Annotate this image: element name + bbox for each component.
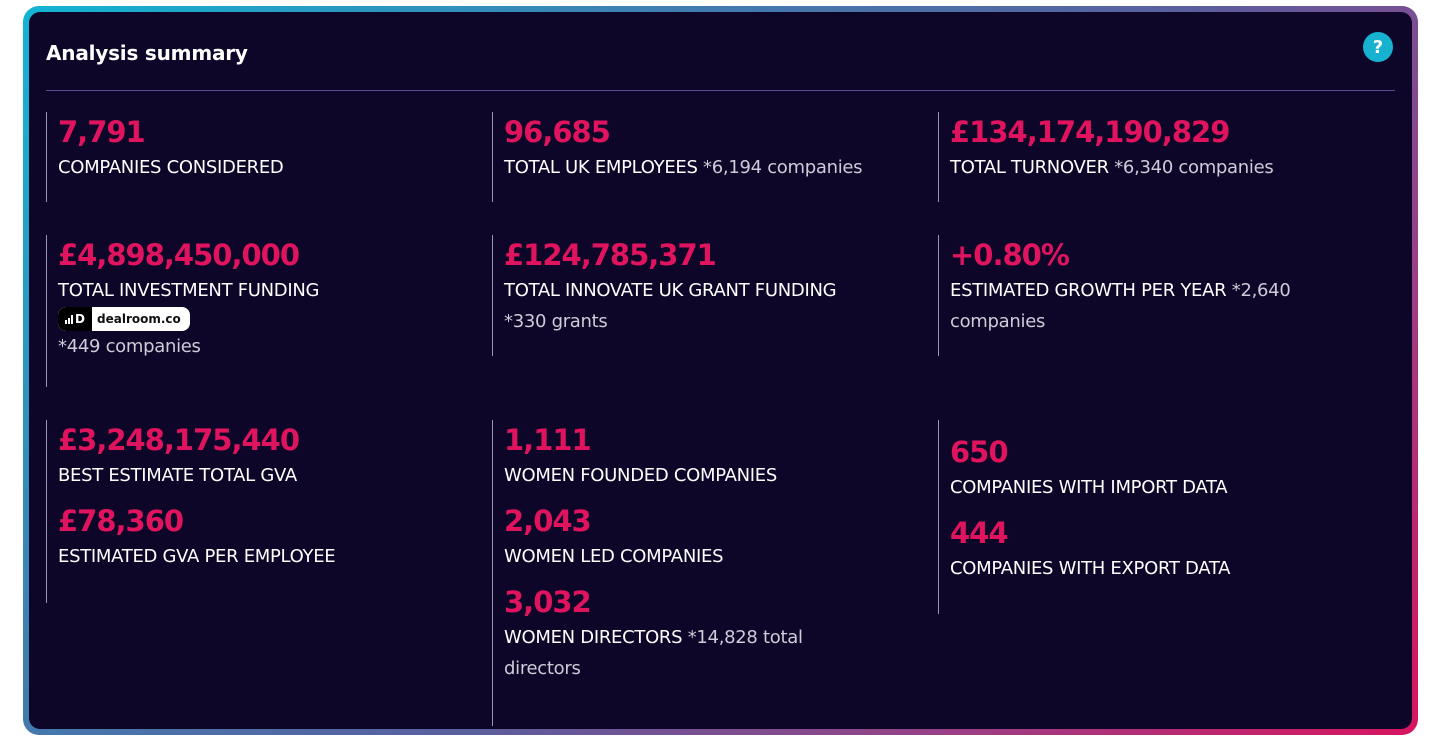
stat-label: TOTAL INNOVATE UK GRANT FUNDING (504, 280, 837, 301)
stat-companies-considered: 7,791 COMPANIES CONSIDERED (46, 112, 284, 202)
stat-note: *330 grants (504, 311, 608, 332)
stat-note: *449 companies (58, 336, 201, 357)
stat-turnover: £134,174,190,829 TOTAL TURNOVER *6,340 c… (938, 112, 1274, 202)
stat-note-continued: companies (950, 311, 1046, 332)
stat-label-women-directors: WOMEN DIRECTORS *14,828 total (504, 622, 803, 653)
stat-estimated-growth: +0.80% ESTIMATED GROWTH PER YEAR *2,640 … (938, 235, 1291, 356)
stat-group-gva: £3,248,175,440 BEST ESTIMATE TOTAL GVA £… (46, 420, 336, 603)
stat-label-export: COMPANIES WITH EXPORT DATA (950, 558, 1231, 579)
stat-label-women-founded: WOMEN FOUNDED COMPANIES (504, 465, 777, 486)
stat-value: 7,791 (58, 115, 146, 149)
panel-header: Analysis summary ? (46, 32, 1395, 91)
stat-note: *2,640 (1231, 280, 1291, 301)
stat-note: *6,340 companies (1114, 157, 1274, 178)
stat-uk-employees: 96,685 TOTAL UK EMPLOYEES *6,194 compani… (492, 112, 863, 202)
stat-value-import: 650 (950, 435, 1009, 469)
stat-note: *14,828 total (687, 627, 803, 648)
stat-value-women-led: 2,043 (504, 504, 592, 538)
stat-value: £4,898,450,000 (58, 238, 300, 272)
stat-value-gva-per-employee: £78,360 (58, 504, 184, 538)
stat-label-text: TOTAL UK EMPLOYEES (504, 157, 698, 178)
stat-label-text: TOTAL TURNOVER (950, 157, 1109, 178)
analysis-summary-card-border: Analysis summary ? 7,791 COMPANIES CONSI… (23, 6, 1418, 735)
stat-note-continued: directors (504, 658, 581, 679)
panel-title: Analysis summary (46, 41, 248, 65)
stat-value: +0.80% (950, 238, 1070, 272)
dealroom-badge-text: dealroom.co (97, 312, 181, 326)
stat-label: TOTAL UK EMPLOYEES *6,194 companies (504, 152, 863, 183)
stat-value: £124,785,371 (504, 238, 717, 272)
dealroom-logo-icon: D (58, 307, 92, 331)
stat-group-women: 1,111 WOMEN FOUNDED COMPANIES 2,043 WOME… (492, 420, 803, 726)
analysis-summary-panel: Analysis summary ? 7,791 COMPANIES CONSI… (29, 12, 1412, 729)
stat-label-text: ESTIMATED GROWTH PER YEAR (950, 280, 1227, 301)
dealroom-source-badge[interactable]: D dealroom.co (58, 307, 190, 331)
question-mark-icon: ? (1372, 36, 1384, 58)
help-button[interactable]: ? (1363, 32, 1393, 62)
stat-value: 96,685 (504, 115, 611, 149)
stat-label: TOTAL INVESTMENT FUNDING (58, 280, 320, 301)
stat-label-women-led: WOMEN LED COMPANIES (504, 546, 724, 567)
stat-label-gva-total: BEST ESTIMATE TOTAL GVA (58, 465, 297, 486)
stat-innovate-uk-funding: £124,785,371 TOTAL INNOVATE UK GRANT FUN… (492, 235, 837, 356)
stat-value: £134,174,190,829 (950, 115, 1230, 149)
stat-group-trade: 650 COMPANIES WITH IMPORT DATA 444 COMPA… (938, 420, 1230, 614)
stat-value-gva-total: £3,248,175,440 (58, 423, 300, 457)
stat-value-women-directors: 3,032 (504, 585, 592, 619)
stat-note: *6,194 companies (703, 157, 863, 178)
stat-label-gva-per-employee: ESTIMATED GVA PER EMPLOYEE (58, 546, 336, 567)
stat-label-import: COMPANIES WITH IMPORT DATA (950, 477, 1228, 498)
stat-label: COMPANIES CONSIDERED (58, 157, 284, 178)
stat-label: ESTIMATED GROWTH PER YEAR *2,640 (950, 275, 1291, 306)
stat-label: TOTAL TURNOVER *6,340 companies (950, 152, 1274, 183)
stat-label-text: WOMEN DIRECTORS (504, 627, 683, 648)
stat-value-export: 444 (950, 516, 1009, 550)
stat-value-women-founded: 1,111 (504, 423, 592, 457)
stat-investment-funding: £4,898,450,000 TOTAL INVESTMENT FUNDING … (46, 235, 319, 387)
